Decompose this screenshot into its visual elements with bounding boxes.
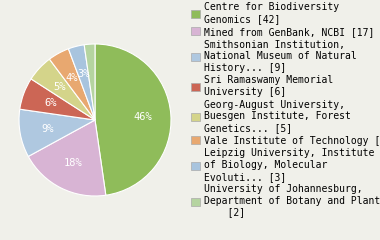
Wedge shape [95,44,171,195]
Text: 6%: 6% [44,98,56,108]
Wedge shape [68,45,95,120]
Text: 9%: 9% [42,124,54,133]
Text: 5%: 5% [54,82,66,92]
Wedge shape [20,79,95,120]
Text: 4%: 4% [66,73,78,83]
Text: 46%: 46% [133,112,152,122]
Wedge shape [28,120,106,196]
Text: 18%: 18% [64,158,83,168]
Text: 3%: 3% [77,69,89,79]
Wedge shape [49,49,95,120]
Wedge shape [31,59,95,120]
Wedge shape [19,109,95,156]
Legend: Centre for Biodiversity
Genomics [42], Mined from GenBank, NCBI [17], Smithsonia: Centre for Biodiversity Genomics [42], M… [191,2,380,217]
Wedge shape [84,44,95,120]
